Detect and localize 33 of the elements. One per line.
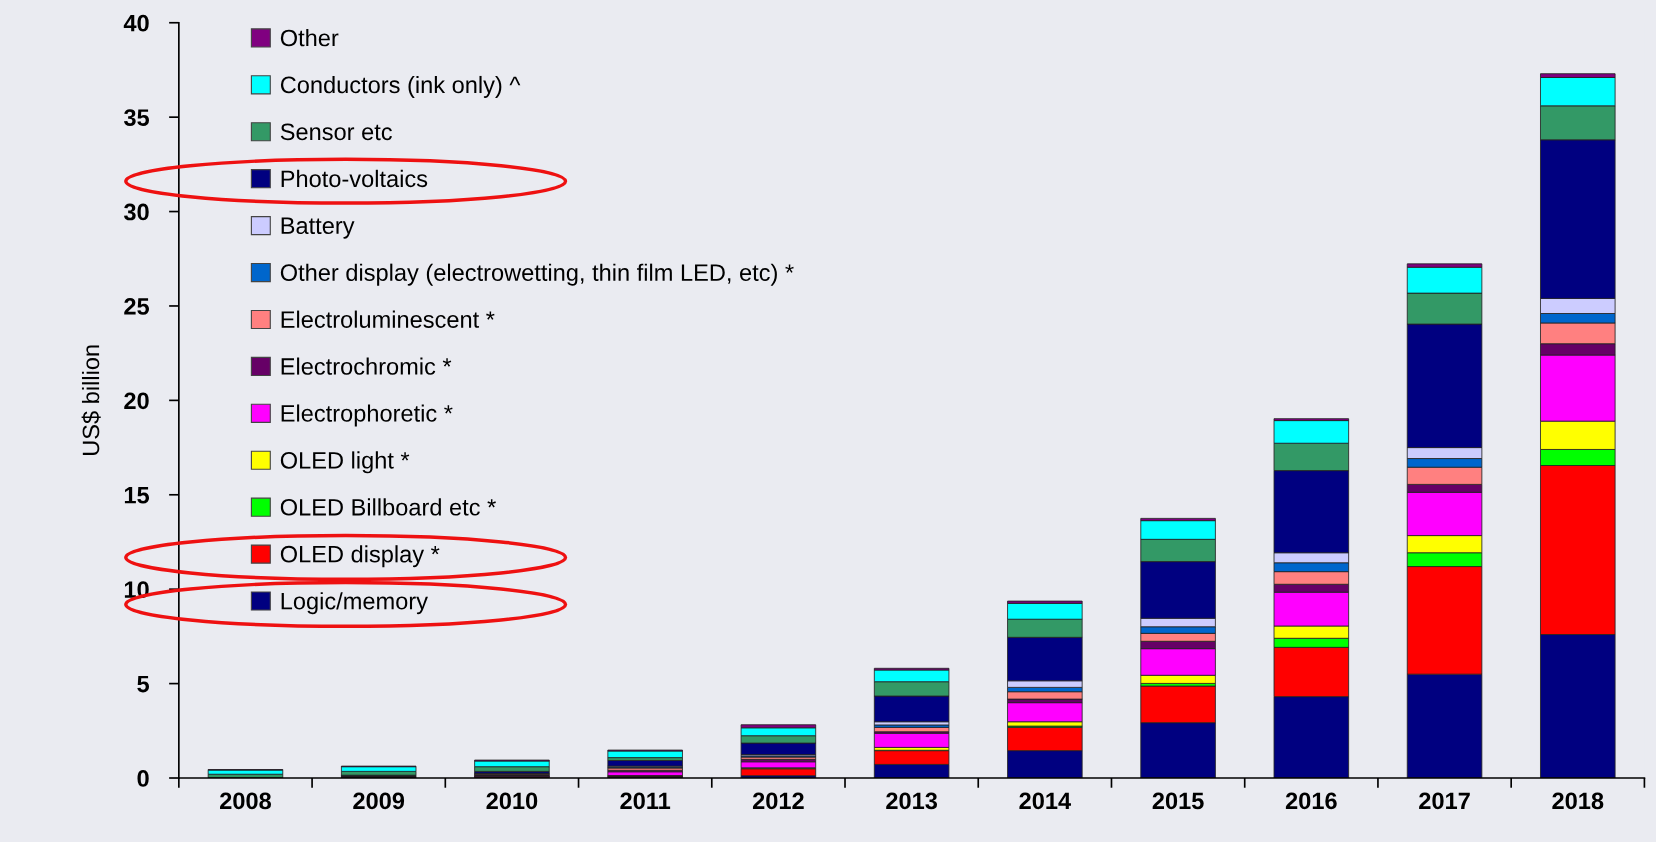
x-tick-label: 2018 xyxy=(1552,792,1604,810)
y-tick-label: 25 xyxy=(124,298,150,315)
y-axis-title: US$ billion xyxy=(81,345,101,455)
legend-label: Sensor etc xyxy=(280,123,392,141)
x-tick-label: 2011 xyxy=(620,792,671,810)
x-tick-label: 2016 xyxy=(1285,792,1337,810)
legend-label: Electroluminescent * xyxy=(281,310,495,328)
x-tick-label: 2010 xyxy=(486,792,538,810)
x-tick-label: 2017 xyxy=(1419,792,1470,810)
y-tick-label: 40 xyxy=(123,14,149,32)
y-tick-label: 20 xyxy=(124,392,149,410)
y-tick-label: 0 xyxy=(137,770,149,787)
x-tick-label: 2014 xyxy=(1019,792,1071,810)
y-tick-label: 30 xyxy=(123,203,149,221)
x-tick-label: 2008 xyxy=(220,792,272,810)
x-tick-label: 2015 xyxy=(1152,792,1204,810)
y-tick-label: 5 xyxy=(137,675,150,693)
y-tick-label: 15 xyxy=(124,487,150,504)
legend-label: Logic/memory xyxy=(281,592,428,615)
legend-label: OLED Billboard etc * xyxy=(280,498,496,516)
legend-label: Other display (electrowetting, thin film LED, etc) * xyxy=(280,263,794,286)
legend-label: Photo-voltaics xyxy=(281,169,428,188)
legend-label: OLED display * xyxy=(280,545,440,568)
x-tick-label: 2009 xyxy=(353,792,405,810)
legend-label: Electrophoretic * xyxy=(281,404,453,427)
legend-label: Conductors (ink only) ^ xyxy=(280,75,521,98)
legend-label: Battery xyxy=(281,217,355,239)
y-tick-label: 35 xyxy=(123,109,150,126)
x-tick-label: 2013 xyxy=(886,792,938,810)
legend-label: OLED light * xyxy=(280,451,410,474)
x-tick-label: 2012 xyxy=(752,792,804,810)
legend-label: Electrochromic * xyxy=(281,357,452,375)
legend-label: Other xyxy=(280,29,339,47)
